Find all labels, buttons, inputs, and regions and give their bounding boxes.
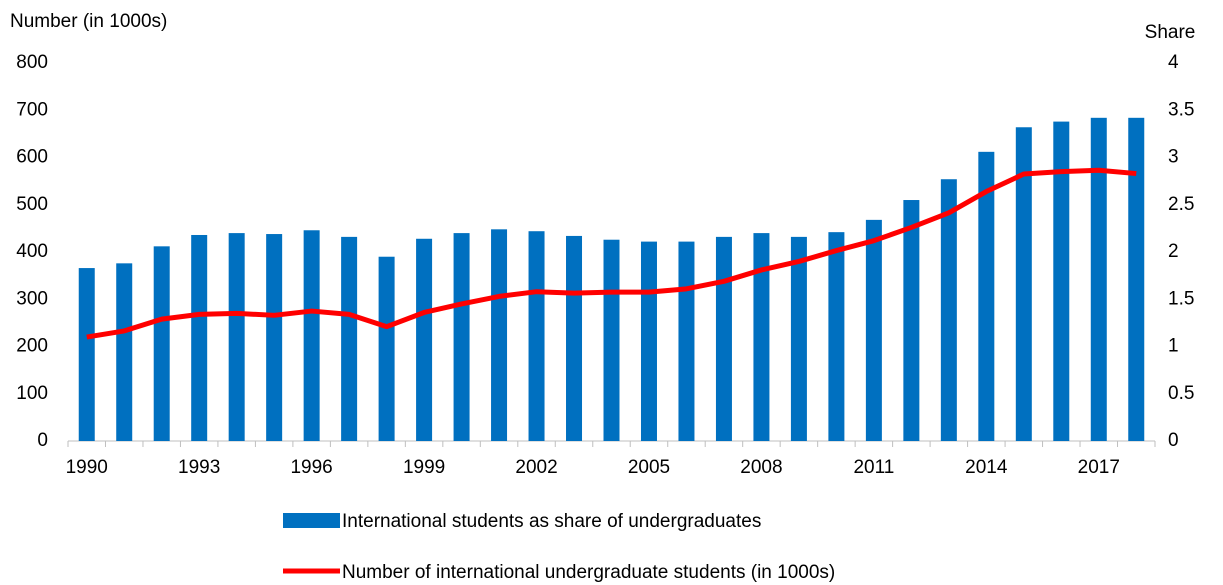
bar bbox=[1128, 117, 1145, 441]
y-tick-label: 200 bbox=[16, 336, 48, 357]
bar bbox=[903, 200, 920, 441]
legend-label: International students as share of under… bbox=[342, 511, 761, 532]
y2-tick-label: 0.5 bbox=[1168, 383, 1194, 404]
bar bbox=[491, 229, 508, 441]
bar bbox=[678, 241, 695, 441]
bar bbox=[566, 235, 583, 441]
x-tick-label: 2008 bbox=[740, 457, 782, 478]
y-tick-label: 300 bbox=[16, 288, 48, 309]
x-tick-label: 1996 bbox=[290, 457, 332, 478]
y-tick-label: 800 bbox=[16, 52, 48, 73]
bar bbox=[828, 232, 845, 441]
y2-tick-label: 3 bbox=[1168, 147, 1179, 168]
y2-tick-label: 4 bbox=[1168, 52, 1179, 73]
bar bbox=[1090, 117, 1107, 441]
y2-tick-label: 2.5 bbox=[1168, 194, 1194, 215]
bar bbox=[865, 219, 882, 441]
y2-tick-label: 1.5 bbox=[1168, 288, 1194, 309]
line bbox=[86, 167, 1137, 340]
bar bbox=[1015, 127, 1032, 441]
x-tick-label: 2005 bbox=[628, 457, 670, 478]
bar bbox=[78, 268, 95, 441]
bar bbox=[378, 256, 395, 441]
bar bbox=[116, 263, 133, 441]
bar bbox=[1053, 121, 1070, 441]
bar bbox=[153, 246, 170, 441]
bar bbox=[640, 241, 657, 441]
bar bbox=[416, 238, 433, 441]
legend-swatch bbox=[283, 513, 340, 528]
bar bbox=[603, 239, 620, 441]
bar bbox=[228, 233, 245, 441]
bar bbox=[978, 151, 995, 441]
y-tick-label: 0 bbox=[37, 430, 48, 451]
y-tick-label: 100 bbox=[16, 383, 48, 404]
y-tick-label: 600 bbox=[16, 147, 48, 168]
y2-tick-label: 1 bbox=[1168, 336, 1179, 357]
y-axis-title: Number (in 1000s) bbox=[10, 11, 167, 32]
bar bbox=[790, 236, 807, 441]
bar bbox=[715, 236, 732, 441]
y2-tick-label: 3.5 bbox=[1168, 99, 1194, 120]
y-tick-label: 500 bbox=[16, 194, 48, 215]
y2-tick-label: 2 bbox=[1168, 241, 1179, 262]
x-tick-label: 1993 bbox=[178, 457, 220, 478]
x-tick-label: 2014 bbox=[965, 457, 1008, 478]
y-tick-label: 700 bbox=[16, 99, 48, 120]
bar bbox=[191, 234, 208, 441]
bar bbox=[940, 179, 957, 442]
x-tick-label: 2002 bbox=[515, 457, 557, 478]
bar bbox=[528, 231, 545, 441]
y2-tick-label: 0 bbox=[1168, 430, 1179, 451]
x-tick-label: 1990 bbox=[66, 457, 108, 478]
bar bbox=[303, 230, 320, 441]
y-tick-label: 400 bbox=[16, 241, 48, 262]
bar bbox=[453, 233, 470, 441]
bar bbox=[266, 234, 283, 441]
y2-axis-title: Share bbox=[1145, 22, 1196, 43]
x-tick-label: 2017 bbox=[1078, 457, 1120, 478]
x-tick-label: 2011 bbox=[853, 457, 894, 478]
legend-label: Number of international undergraduate st… bbox=[342, 562, 835, 583]
x-tick-label: 1999 bbox=[403, 457, 445, 478]
bar bbox=[753, 233, 770, 441]
bar bbox=[341, 236, 358, 441]
